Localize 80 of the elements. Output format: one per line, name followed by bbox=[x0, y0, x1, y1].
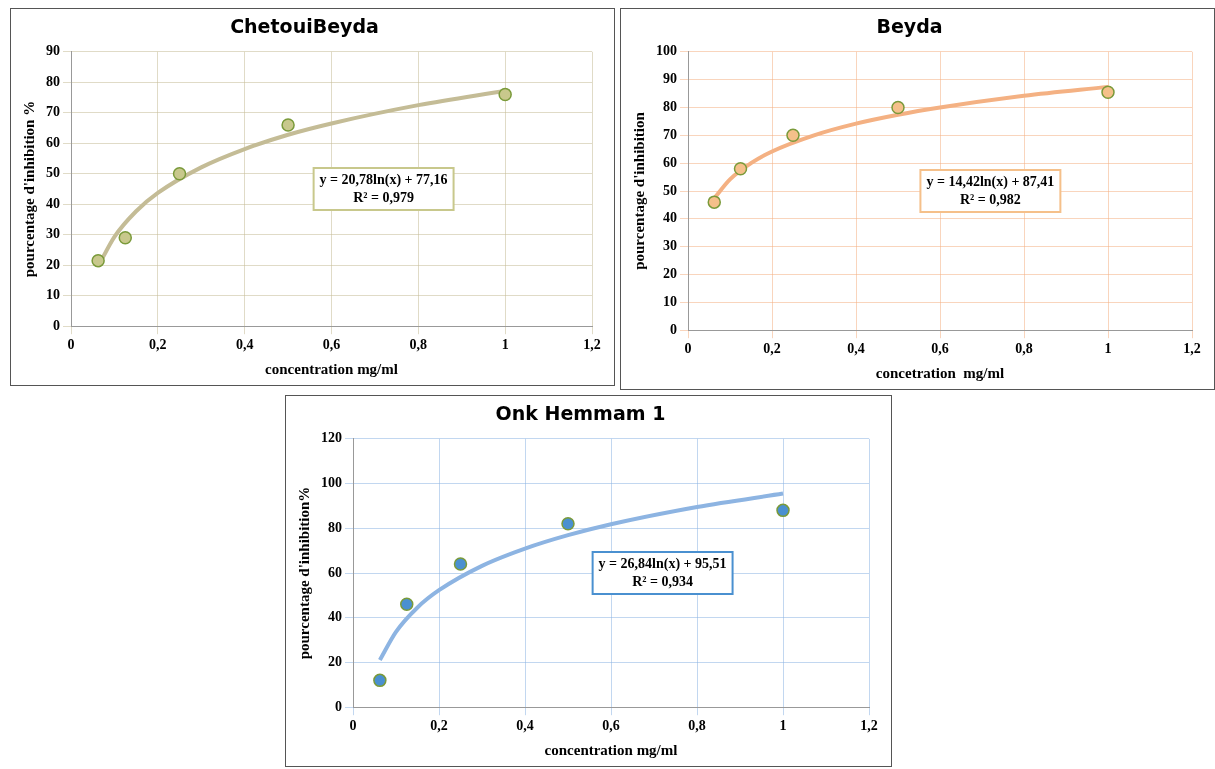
y-tick-label: 60 bbox=[663, 154, 677, 170]
x-tick-label: 0,2 bbox=[149, 337, 167, 353]
y-tick-label: 20 bbox=[328, 654, 342, 670]
y-axis-title: pourcentage d'inhibition % bbox=[20, 100, 37, 278]
annotation: y = 14,42ln(x) + 87,41 bbox=[926, 173, 1055, 190]
y-axis-title: pourcentage d'inhibition% bbox=[295, 486, 312, 660]
y-tick-label: 80 bbox=[663, 99, 677, 115]
x-tick-label: 0,6 bbox=[322, 337, 341, 353]
y-tick-label: 120 bbox=[321, 430, 342, 446]
point bbox=[786, 128, 800, 143]
y-tick-label: 0 bbox=[53, 317, 60, 333]
point bbox=[172, 167, 187, 181]
x-tick-label: 0 bbox=[349, 718, 357, 734]
point bbox=[776, 503, 790, 518]
x-axis-title: concentration mg/ml bbox=[544, 741, 678, 758]
x-tick-label: 1,2 bbox=[1183, 341, 1201, 357]
chart-title: ChetouiBeyda bbox=[230, 15, 379, 38]
y-tick-label: 100 bbox=[656, 43, 677, 59]
y-tick-label: 20 bbox=[663, 266, 677, 282]
chart-title: Onk Hemmam 1 bbox=[495, 402, 666, 425]
x-tick-label: 0,8 bbox=[688, 718, 706, 734]
x-tick-label: 1,2 bbox=[860, 718, 878, 734]
y-tick-label: 40 bbox=[663, 210, 677, 226]
point bbox=[733, 161, 748, 176]
y-tick-label: 50 bbox=[46, 165, 60, 181]
x-tick-label: 0 bbox=[684, 341, 692, 357]
x-tick-label: 0,8 bbox=[409, 337, 428, 353]
y-tick-label: 40 bbox=[46, 195, 60, 211]
x-axis-title: concetration mg/ml bbox=[875, 364, 1005, 381]
y-tick-label: 60 bbox=[328, 564, 342, 580]
annotation: y = 26,84ln(x) + 95,51 bbox=[598, 555, 727, 572]
y-tick-label: 100 bbox=[321, 475, 342, 491]
point bbox=[373, 673, 387, 688]
y-tick-label: 70 bbox=[46, 104, 60, 120]
point bbox=[453, 557, 468, 571]
point bbox=[891, 100, 905, 115]
line-series bbox=[377, 491, 785, 663]
x-tick-label: 1 bbox=[779, 718, 787, 734]
x-tick-label: 0 bbox=[67, 337, 75, 353]
chart-title: Beyda bbox=[876, 15, 943, 38]
y-tick-label: 90 bbox=[663, 71, 677, 87]
x-tick-label: 0,4 bbox=[235, 337, 254, 353]
x-tick-label: 0,8 bbox=[1015, 341, 1033, 357]
y-tick-label: 20 bbox=[46, 256, 60, 272]
x-tick-label: 0,6 bbox=[602, 718, 620, 734]
annotation: R² = 0,979 bbox=[353, 189, 414, 205]
annotation: y = 20,78ln(x) + 77,16 bbox=[319, 171, 448, 188]
point bbox=[1101, 85, 1115, 99]
y-tick-label: 70 bbox=[663, 126, 677, 142]
point bbox=[498, 87, 512, 102]
point bbox=[400, 597, 414, 612]
y-tick-label: 40 bbox=[328, 609, 342, 625]
y-tick-label: 80 bbox=[328, 519, 342, 535]
point bbox=[561, 517, 575, 531]
point bbox=[118, 231, 133, 245]
annotation: R² = 0,982 bbox=[960, 191, 1021, 207]
x-tick-label: 1,2 bbox=[583, 337, 601, 353]
x-axis-title: concentration mg/ml bbox=[265, 360, 398, 377]
y-tick-label: 10 bbox=[663, 293, 677, 309]
y-tick-label: 30 bbox=[46, 226, 60, 242]
x-tick-label: 0,4 bbox=[847, 341, 865, 357]
x-tick-label: 1 bbox=[501, 337, 509, 353]
y-tick-label: 30 bbox=[663, 238, 677, 254]
y-tick-label: 0 bbox=[335, 698, 342, 714]
annotation: R² = 0,934 bbox=[632, 573, 693, 589]
y-tick-label: 10 bbox=[46, 287, 60, 303]
point bbox=[281, 118, 295, 132]
y-tick-label: 0 bbox=[670, 321, 677, 337]
point bbox=[91, 253, 105, 268]
x-tick-label: 1 bbox=[1104, 341, 1112, 357]
y-tick-label: 80 bbox=[46, 73, 60, 89]
y-axis-title: pourcentage d'inhibition bbox=[630, 111, 647, 270]
x-tick-label: 0,2 bbox=[430, 718, 448, 734]
x-tick-label: 0,4 bbox=[516, 718, 534, 734]
x-tick-label: 0,2 bbox=[763, 341, 781, 357]
y-tick-label: 60 bbox=[46, 134, 60, 150]
y-tick-label: 90 bbox=[46, 43, 60, 59]
x-tick-label: 0,6 bbox=[931, 341, 949, 357]
y-tick-label: 50 bbox=[663, 182, 677, 198]
point bbox=[707, 195, 721, 209]
